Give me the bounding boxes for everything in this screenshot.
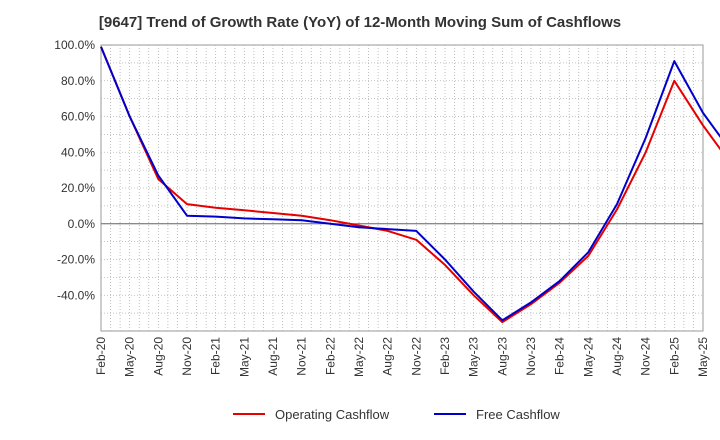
x-tick-label: Feb-23 bbox=[438, 337, 452, 375]
y-tick-label: 20.0% bbox=[61, 181, 95, 195]
y-tick-label: -20.0% bbox=[57, 253, 95, 267]
x-tick-label: Nov-22 bbox=[409, 337, 423, 376]
legend-label: Free Cashflow bbox=[476, 407, 560, 422]
x-tick-label: Nov-20 bbox=[180, 337, 194, 376]
y-tick-label: 100.0% bbox=[54, 38, 95, 52]
x-tick-label: Nov-24 bbox=[639, 337, 653, 376]
y-tick-label: 80.0% bbox=[61, 74, 95, 88]
x-tick-label: Nov-21 bbox=[295, 337, 309, 376]
y-tick-label: 40.0% bbox=[61, 145, 95, 159]
x-tick-label: May-24 bbox=[581, 337, 595, 377]
x-tick-label: May-22 bbox=[352, 337, 366, 377]
series-line-operating-cashflow bbox=[100, 46, 720, 324]
y-tick-label: 0.0% bbox=[68, 217, 96, 231]
x-tick-label: May-20 bbox=[123, 337, 137, 377]
x-tick-label: May-25 bbox=[696, 337, 710, 377]
x-tick-label: Aug-21 bbox=[266, 337, 280, 376]
series-line-free-cashflow bbox=[100, 46, 720, 322]
y-tick-label: 60.0% bbox=[61, 110, 95, 124]
x-tick-label: Aug-20 bbox=[151, 337, 165, 376]
x-tick-label: Feb-22 bbox=[323, 337, 337, 375]
x-tick-label: May-23 bbox=[467, 337, 481, 377]
y-tick-label: -40.0% bbox=[57, 288, 95, 302]
x-tick-label: Feb-25 bbox=[667, 337, 681, 375]
x-tick-label: Aug-22 bbox=[381, 337, 395, 376]
x-tick-label: Feb-24 bbox=[553, 337, 567, 375]
x-tick-label: May-21 bbox=[237, 337, 251, 377]
x-tick-label: Aug-23 bbox=[495, 337, 509, 376]
x-tick-label: Aug-24 bbox=[610, 337, 624, 376]
x-tick-label: Feb-21 bbox=[209, 337, 223, 375]
x-tick-label: Nov-23 bbox=[524, 337, 538, 376]
legend-label: Operating Cashflow bbox=[275, 407, 390, 422]
chart-title: [9647] Trend of Growth Rate (YoY) of 12-… bbox=[98, 14, 622, 31]
x-tick-label: Feb-20 bbox=[94, 337, 108, 375]
